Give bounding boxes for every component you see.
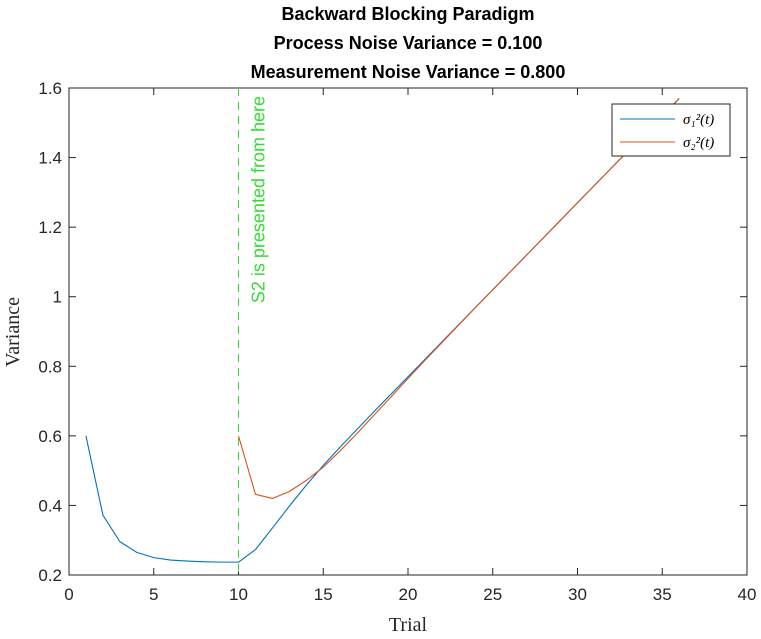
x-axis-label: Trial [389, 614, 428, 634]
x-tick-label: 40 [738, 585, 757, 604]
x-tick-label: 35 [653, 585, 672, 604]
x-tick-label: 30 [568, 585, 587, 604]
axes-box [68, 87, 748, 576]
y-tick-label: 1.6 [38, 79, 62, 98]
legend-label-2: σ₂²(t) [683, 135, 714, 151]
y-tick-label: 0.4 [38, 496, 62, 515]
x-tick-label: 10 [229, 585, 248, 604]
y-axis-label: Variance [2, 297, 24, 367]
y-tick-label: 1.2 [38, 218, 62, 237]
legend: σ₁²(t) σ₂²(t) [611, 103, 731, 157]
series-line-1 [85, 98, 680, 563]
x-tick-label: 0 [64, 585, 73, 604]
title-line-1: Backward Blocking Paradigm [281, 4, 534, 24]
series-line-2 [237, 98, 680, 500]
y-tick-label: 1 [53, 288, 62, 307]
title-line-3: Measurement Noise Variance = 0.800 [251, 62, 566, 82]
chart-title: Backward Blocking Paradigm Process Noise… [251, 4, 566, 82]
x-tick-label: 5 [149, 585, 158, 604]
title-line-2: Process Noise Variance = 0.100 [274, 33, 543, 53]
legend-label-1: σ₁²(t) [683, 112, 714, 128]
annotation-text: S2 is presented from here [249, 96, 269, 303]
x-tick-label: 20 [399, 585, 418, 604]
legend-box [611, 103, 731, 157]
y-tick-label: 0.8 [38, 357, 62, 376]
y-tick-label: 1.4 [38, 149, 62, 168]
y-tick-label: 0.2 [38, 566, 62, 585]
x-tick-label: 15 [314, 585, 333, 604]
x-tick-label: 25 [483, 585, 502, 604]
plot-area: 0 5 10 15 20 25 30 35 40 0.2 0.4 0.6 0.8 1 1.2 1.4 1.6 S2… [38, 79, 756, 604]
y-tick-label: 0.6 [38, 427, 62, 446]
